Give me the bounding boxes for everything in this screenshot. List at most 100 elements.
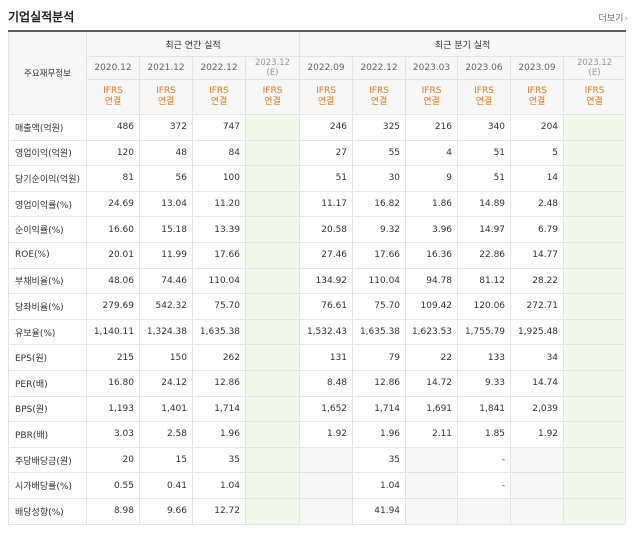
- cell-value: 1.04: [352, 472, 407, 499]
- cell-value: 84: [192, 139, 246, 167]
- consolidated-text: 연결: [475, 97, 493, 107]
- period-date-text: 2022.12: [200, 63, 238, 73]
- estimate-mark: (E): [266, 68, 279, 78]
- table-row: PBR(배) 3.03 2.58 1.96 1.92 1.96 2.11 1.85 1.92: [8, 421, 627, 448]
- cell-value: 14: [510, 165, 565, 192]
- cell-value: 1.85: [457, 421, 512, 448]
- consolidated-text: 연결: [104, 97, 122, 107]
- consolidated-text: 연결: [317, 97, 335, 107]
- row-label: PBR(배): [8, 421, 87, 448]
- ifrs-label: IFRS 연결: [192, 79, 246, 115]
- table-row: 당기순이익(억원) 81 56 100 51 30 9 51 14: [8, 165, 627, 192]
- cell-value: 131: [299, 344, 354, 371]
- cell-value: 4: [405, 139, 459, 167]
- row-header: 주요재무정보: [8, 30, 87, 115]
- ifrs-text: IFRS: [527, 86, 547, 96]
- cell-value: [244, 497, 301, 525]
- cell-value: [405, 497, 459, 525]
- cell-value: 133: [457, 344, 512, 371]
- cell-value: 0.41: [139, 472, 193, 499]
- cell-value: 8.48: [299, 369, 354, 397]
- consolidated-text: 연결: [528, 97, 546, 107]
- cell-value: 2.11: [405, 421, 459, 448]
- cell-value: [244, 139, 301, 167]
- header-row-groups: 주요재무정보 최근 연간 실적 최근 분기 실적: [8, 30, 627, 115]
- cell-value: 79: [352, 344, 407, 371]
- ifrs-text: IFRS: [156, 86, 176, 96]
- cell-value: 1,841: [457, 395, 512, 423]
- cell-value: 372: [139, 114, 193, 141]
- cell-value: 215: [86, 344, 140, 371]
- header-row-dates: 2020.12 2021.12 2022.12 2023.12 (E) 2022.09 20…: [9, 56, 627, 80]
- cell-value: 1,623.53: [405, 318, 459, 346]
- cell-value: 1,401: [139, 395, 193, 423]
- consolidated-text: 연결: [586, 97, 603, 107]
- cell-value: [244, 293, 301, 320]
- cell-value: 74.46: [139, 267, 193, 295]
- cell-value: 1.86: [405, 190, 459, 218]
- table-row: ROE(%) 20.01 11.99 17.66 27.46 17.66 16.36 22.8…: [8, 241, 627, 269]
- cell-value: 17.66: [352, 241, 407, 269]
- cell-value: 27.46: [299, 241, 354, 269]
- row-label: 영업이익(억원): [8, 139, 87, 167]
- table-row: 매출액(억원) 486 372 747 246 325 216 340 204: [8, 114, 627, 141]
- cell-value: -: [457, 446, 512, 474]
- cell-value: 1.92: [299, 421, 354, 448]
- cell-value: 1,714: [192, 395, 246, 423]
- ifrs-label: IFRS 연결: [86, 79, 140, 115]
- ifrs-text: IFRS: [421, 86, 442, 96]
- ifrs-text: IFRS: [103, 86, 123, 96]
- ifrs-label: IFRS 연결: [244, 79, 301, 115]
- cell-value: 81: [86, 165, 140, 192]
- cell-value: [299, 446, 354, 474]
- cell-value: 20.58: [299, 216, 354, 243]
- cell-value: 150: [139, 344, 193, 371]
- cell-value: 14.89: [457, 190, 512, 218]
- cell-value: 486: [86, 114, 140, 141]
- period-date: 2022.12: [192, 56, 246, 80]
- cell-value: 109.42: [405, 293, 459, 320]
- cell-value: [457, 497, 512, 525]
- period-date-text: 2020.12: [94, 63, 132, 73]
- annual-header: 최근 연간 실적: [85, 30, 301, 57]
- table-row: 영업이익률(%) 24.69 13.04 11.20 11.17 16.82 1.86 14.…: [8, 190, 627, 218]
- cell-value: 35: [352, 446, 407, 474]
- cell-value: 246: [299, 114, 354, 141]
- cell-value: [510, 446, 565, 474]
- quarter-header: 최근 분기 실적: [299, 30, 627, 57]
- cell-value: [563, 216, 627, 243]
- more-link[interactable]: 더보기›: [599, 11, 628, 24]
- cell-value: [563, 395, 627, 423]
- cell-value: [244, 472, 301, 499]
- cell-value: 1,193: [86, 395, 140, 423]
- consolidated-text: 연결: [210, 97, 228, 107]
- cell-value: 1,532.43: [299, 318, 354, 346]
- cell-value: 5: [510, 139, 565, 167]
- cell-value: [244, 241, 301, 269]
- more-label: 더보기: [598, 14, 624, 24]
- row-label: EPS(원): [8, 344, 87, 371]
- table-body: 매출액(억원) 486 372 747 246 325 216 340 204 영업이익(억원) 1…: [8, 114, 627, 525]
- cell-value: 30: [352, 165, 407, 192]
- cell-value: [563, 369, 627, 397]
- table-row: 시가배당률(%) 0.55 0.41 1.04 1.04-: [8, 472, 627, 499]
- period-date-text: 2022.09: [307, 63, 345, 73]
- cell-value: 41.94: [352, 497, 407, 525]
- cell-value: 9.33: [457, 369, 512, 397]
- table-row: 영업이익(억원) 120 48 84 27 55 4 51 5: [8, 139, 627, 167]
- cell-value: 1,635.38: [352, 318, 407, 346]
- consolidated-text: 연결: [264, 97, 281, 107]
- ifrs-text: IFRS: [209, 86, 229, 96]
- cell-value: 3.96: [405, 216, 459, 243]
- ifrs-text: IFRS: [369, 86, 389, 96]
- period-date-text: 2023.09: [518, 63, 556, 73]
- cell-value: [244, 395, 301, 423]
- cell-value: 1,635.38: [192, 318, 246, 346]
- cell-value: 216: [405, 114, 459, 141]
- ifrs-label: IFRS 연결: [299, 79, 354, 115]
- cell-value: 120: [86, 139, 140, 167]
- cell-value: [244, 114, 301, 141]
- cell-value: [563, 446, 627, 474]
- cell-value: 542.32: [139, 293, 193, 320]
- cell-value: 11.20: [192, 190, 246, 218]
